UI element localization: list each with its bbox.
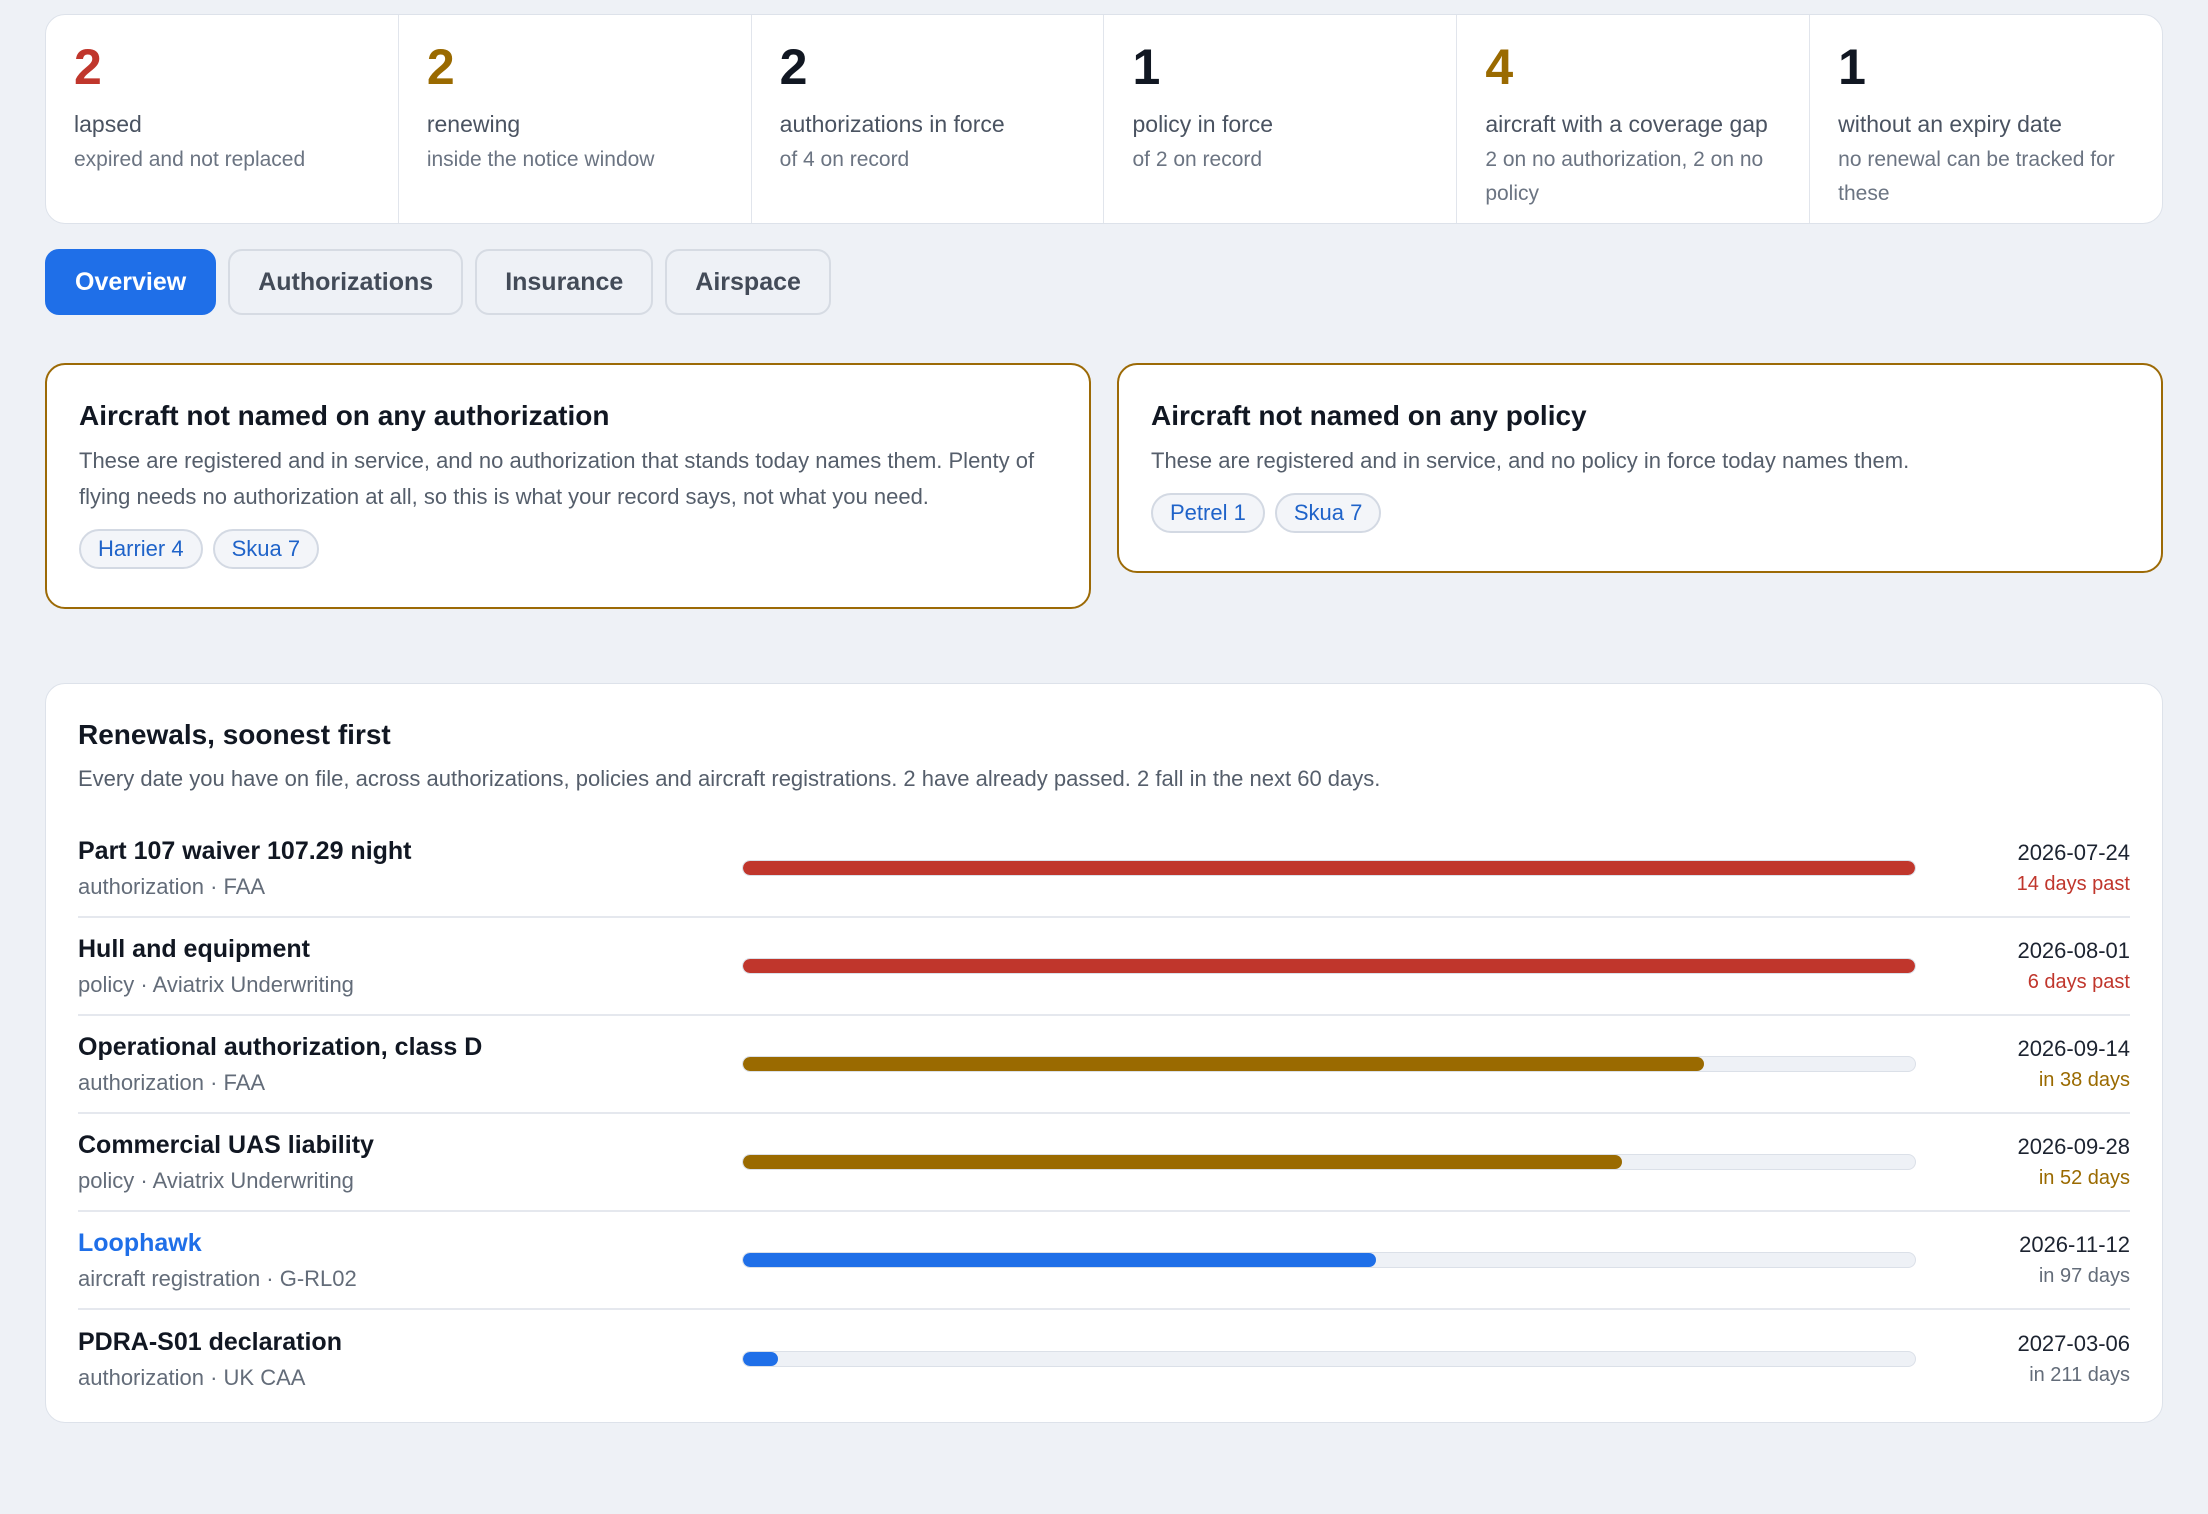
stat-policy-in-force[interactable]: 1 policy in force of 2 on record: [1104, 15, 1458, 223]
renewal-date: 2026-11-12: [2019, 1232, 2130, 1257]
stat-label: renewing: [426, 111, 521, 137]
renewal-progress-bar: [742, 1252, 1916, 1268]
renewal-name[interactable]: Loophawk: [78, 1229, 202, 1257]
renewal-name: Operational authorization, class D: [78, 1033, 483, 1061]
stat-sub: expired and not replaced: [74, 148, 306, 171]
renewal-progress-bar: [742, 1056, 1916, 1072]
stat-label: policy in force: [1132, 111, 1274, 137]
stat-value: 2: [779, 39, 808, 95]
renewal-progress-bar: [742, 958, 1916, 974]
aircraft-chip[interactable]: Harrier 4: [79, 529, 203, 569]
renewal-row: PDRA-S01 declaration authorization · UK …: [78, 1310, 2130, 1408]
gap-card-policy: Aircraft not named on any policy These a…: [1117, 363, 2163, 573]
gap-card-title: Aircraft not named on any authorization: [79, 400, 610, 431]
stat-label: without an expiry date: [1838, 111, 2062, 137]
renewal-date: 2026-07-24: [2017, 840, 2130, 865]
renewals-list: Part 107 waiver 107.29 night authorizati…: [78, 820, 2130, 1408]
renewal-row: Part 107 waiver 107.29 night authorizati…: [78, 820, 2130, 918]
stat-value: 2: [426, 39, 455, 95]
renewal-name: PDRA-S01 declaration: [78, 1328, 342, 1356]
tab-airspace[interactable]: Airspace: [665, 249, 831, 315]
renewal-date: 2026-09-14: [2017, 1036, 2130, 1061]
renewal-row: Operational authorization, class D autho…: [78, 1016, 2130, 1114]
stat-sub: no renewal can be tracked for these: [1838, 148, 2115, 205]
renewal-meta: authorization · FAA: [78, 874, 266, 899]
renewals-description: Every date you have on file, across auth…: [78, 766, 1381, 791]
stat-value: 2: [74, 39, 102, 95]
aircraft-chip[interactable]: Petrel 1: [1151, 493, 1265, 533]
aircraft-chip-list: Harrier 4 Skua 7: [79, 529, 1057, 569]
gap-card-description: These are registered and in service, and…: [1151, 448, 1910, 473]
stat-label: aircraft with a coverage gap: [1485, 111, 1768, 137]
renewal-row: Commercial UAS liability policy · Aviatr…: [78, 1114, 2130, 1212]
renewal-row: Hull and equipment policy · Aviatrix Und…: [78, 918, 2130, 1016]
stat-authorizations-in-force[interactable]: 2 authorizations in force of 4 on record: [752, 15, 1105, 223]
stat-sub: of 4 on record: [779, 148, 910, 171]
stat-sub: 2 on no authorization, 2 on no policy: [1485, 148, 1764, 205]
aircraft-chip[interactable]: Skua 7: [212, 529, 320, 569]
stat-lapsed[interactable]: 2 lapsed expired and not replaced: [46, 15, 399, 223]
renewal-progress-fill: [743, 1155, 1622, 1169]
stat-value: 1: [1132, 39, 1161, 95]
tab-overview[interactable]: Overview: [45, 249, 217, 315]
tab-authorizations[interactable]: Authorizations: [228, 249, 464, 315]
aircraft-chip-list: Petrel 1 Skua 7: [1151, 493, 2129, 533]
renewal-progress-fill: [743, 1057, 1705, 1071]
renewal-progress-fill: [743, 959, 1915, 973]
renewal-relative: in 38 days: [2038, 1069, 2130, 1091]
tab-bar: Overview Authorizations Insurance Airspa…: [45, 249, 2163, 315]
renewal-name: Part 107 waiver 107.29 night: [78, 837, 412, 865]
renewal-progress-bar: [742, 860, 1916, 876]
renewal-row: Loophawk aircraft registration · G-RL02 …: [78, 1212, 2130, 1310]
renewal-progress-bar: [742, 1351, 1916, 1367]
renewal-date: 2027-03-06: [2017, 1331, 2130, 1356]
stats-strip: 2 lapsed expired and not replaced 2 rene…: [45, 14, 2163, 224]
renewal-meta: authorization · UK CAA: [78, 1365, 306, 1390]
coverage-gap-cards: Aircraft not named on any authorization …: [45, 363, 2163, 609]
stat-coverage-gap[interactable]: 4 aircraft with a coverage gap 2 on no a…: [1457, 15, 1811, 223]
stat-renewing[interactable]: 2 renewing inside the notice window: [399, 15, 752, 223]
renewal-relative: in 211 days: [2029, 1364, 2130, 1386]
renewal-relative: 14 days past: [2016, 873, 2130, 895]
renewal-meta: aircraft registration · G-RL02: [78, 1266, 357, 1291]
gap-card-description: These are registered and in service, and…: [79, 448, 1035, 509]
renewal-meta: policy · Aviatrix Underwriting: [78, 972, 354, 997]
gap-card-authorization: Aircraft not named on any authorization …: [45, 363, 1091, 609]
renewal-progress-fill: [743, 861, 1915, 875]
stat-no-expiry[interactable]: 1 without an expiry date no renewal can …: [1810, 15, 2162, 223]
renewal-date: 2026-08-01: [2017, 938, 2130, 963]
stat-sub: inside the notice window: [426, 148, 655, 171]
stat-label: authorizations in force: [779, 111, 1005, 137]
stat-sub: of 2 on record: [1132, 148, 1263, 171]
renewal-relative: in 52 days: [2038, 1167, 2130, 1189]
renewal-progress-fill: [743, 1352, 779, 1366]
renewal-date: 2026-09-28: [2017, 1134, 2130, 1159]
renewal-progress-bar: [742, 1154, 1916, 1170]
gap-card-title: Aircraft not named on any policy: [1151, 400, 1587, 431]
renewal-meta: authorization · FAA: [78, 1070, 266, 1095]
stat-label: lapsed: [74, 111, 142, 137]
stat-value: 4: [1485, 39, 1514, 95]
renewal-name: Commercial UAS liability: [78, 1131, 374, 1159]
renewal-relative: in 97 days: [2038, 1265, 2130, 1287]
aircraft-chip[interactable]: Skua 7: [1274, 493, 1382, 533]
renewal-meta: policy · Aviatrix Underwriting: [78, 1168, 354, 1193]
renewals-panel: Renewals, soonest first Every date you h…: [45, 683, 2163, 1423]
stat-value: 1: [1838, 39, 1866, 95]
renewal-relative: 6 days past: [2027, 971, 2130, 993]
renewals-title: Renewals, soonest first: [78, 719, 391, 750]
tab-insurance[interactable]: Insurance: [475, 249, 654, 315]
renewal-name: Hull and equipment: [78, 935, 310, 963]
renewal-progress-fill: [743, 1253, 1376, 1267]
